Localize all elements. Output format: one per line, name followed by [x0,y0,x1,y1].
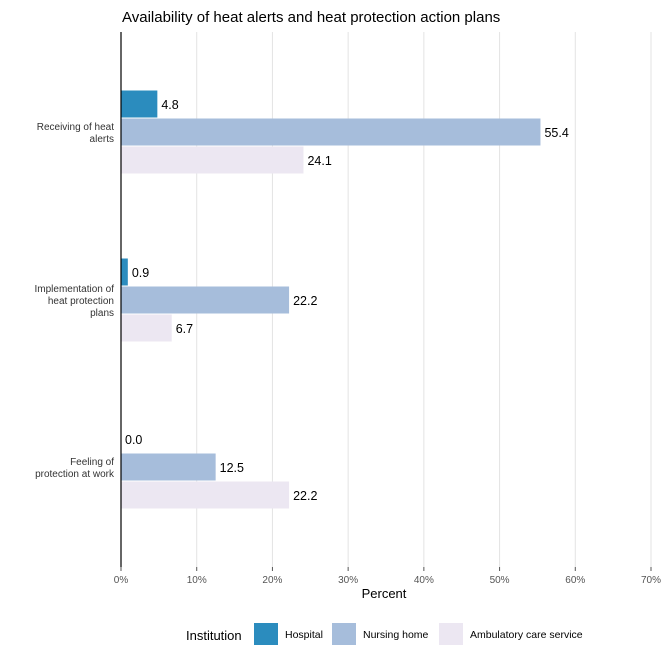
category-label: protection at work [35,469,115,480]
bar [121,90,158,118]
bar [121,258,128,286]
x-tick-label: 40% [414,575,434,586]
data-label: 22.2 [293,294,317,308]
data-label: 0.0 [125,433,142,447]
bar [121,481,290,509]
x-tick-label: 50% [490,575,510,586]
bar [121,118,541,146]
data-label: 4.8 [161,98,178,112]
bar [121,314,172,342]
data-label: 6.7 [176,322,193,336]
data-label: 24.1 [307,154,331,168]
data-label: 0.9 [132,266,149,280]
x-tick-label: 0% [114,575,129,586]
x-tick-label: 10% [187,575,207,586]
legend: Institution Hospital Nursing home Ambulato… [186,623,583,645]
legend-label: Nursing home [363,629,429,641]
legend-swatch [254,623,278,645]
data-label: 55.4 [544,126,568,140]
value-labels: 4.8 55.4 24.1 0.9 22.2 6.7 0.0 12.5 22.2 [125,98,569,503]
category-label: Feeling of [70,457,114,468]
bar [121,146,304,174]
bar [121,286,290,314]
x-axis-ticks: 0% 10% 20% 30% 40% 50% 60% 70% [114,567,661,586]
legend-label: Hospital [285,629,323,641]
category-label: heat protection [48,296,114,307]
category-label: alerts [90,134,114,145]
legend-label: Ambulatory care service [470,629,583,641]
bars [121,90,541,509]
category-label: plans [90,308,114,319]
data-label: 22.2 [293,489,317,503]
category-label: Implementation of [35,284,115,295]
legend-title: Institution [186,628,242,643]
x-tick-label: 60% [565,575,585,586]
bar [121,453,216,481]
chart-title: Availability of heat alerts and heat pro… [122,9,500,26]
x-tick-label: 70% [641,575,661,586]
x-tick-label: 30% [338,575,358,586]
x-tick-label: 20% [262,575,282,586]
legend-swatch [439,623,463,645]
x-axis-title: Percent [362,586,407,601]
legend-swatch [332,623,356,645]
data-label: 12.5 [220,461,244,475]
category-label: Receiving of heat [37,122,114,133]
